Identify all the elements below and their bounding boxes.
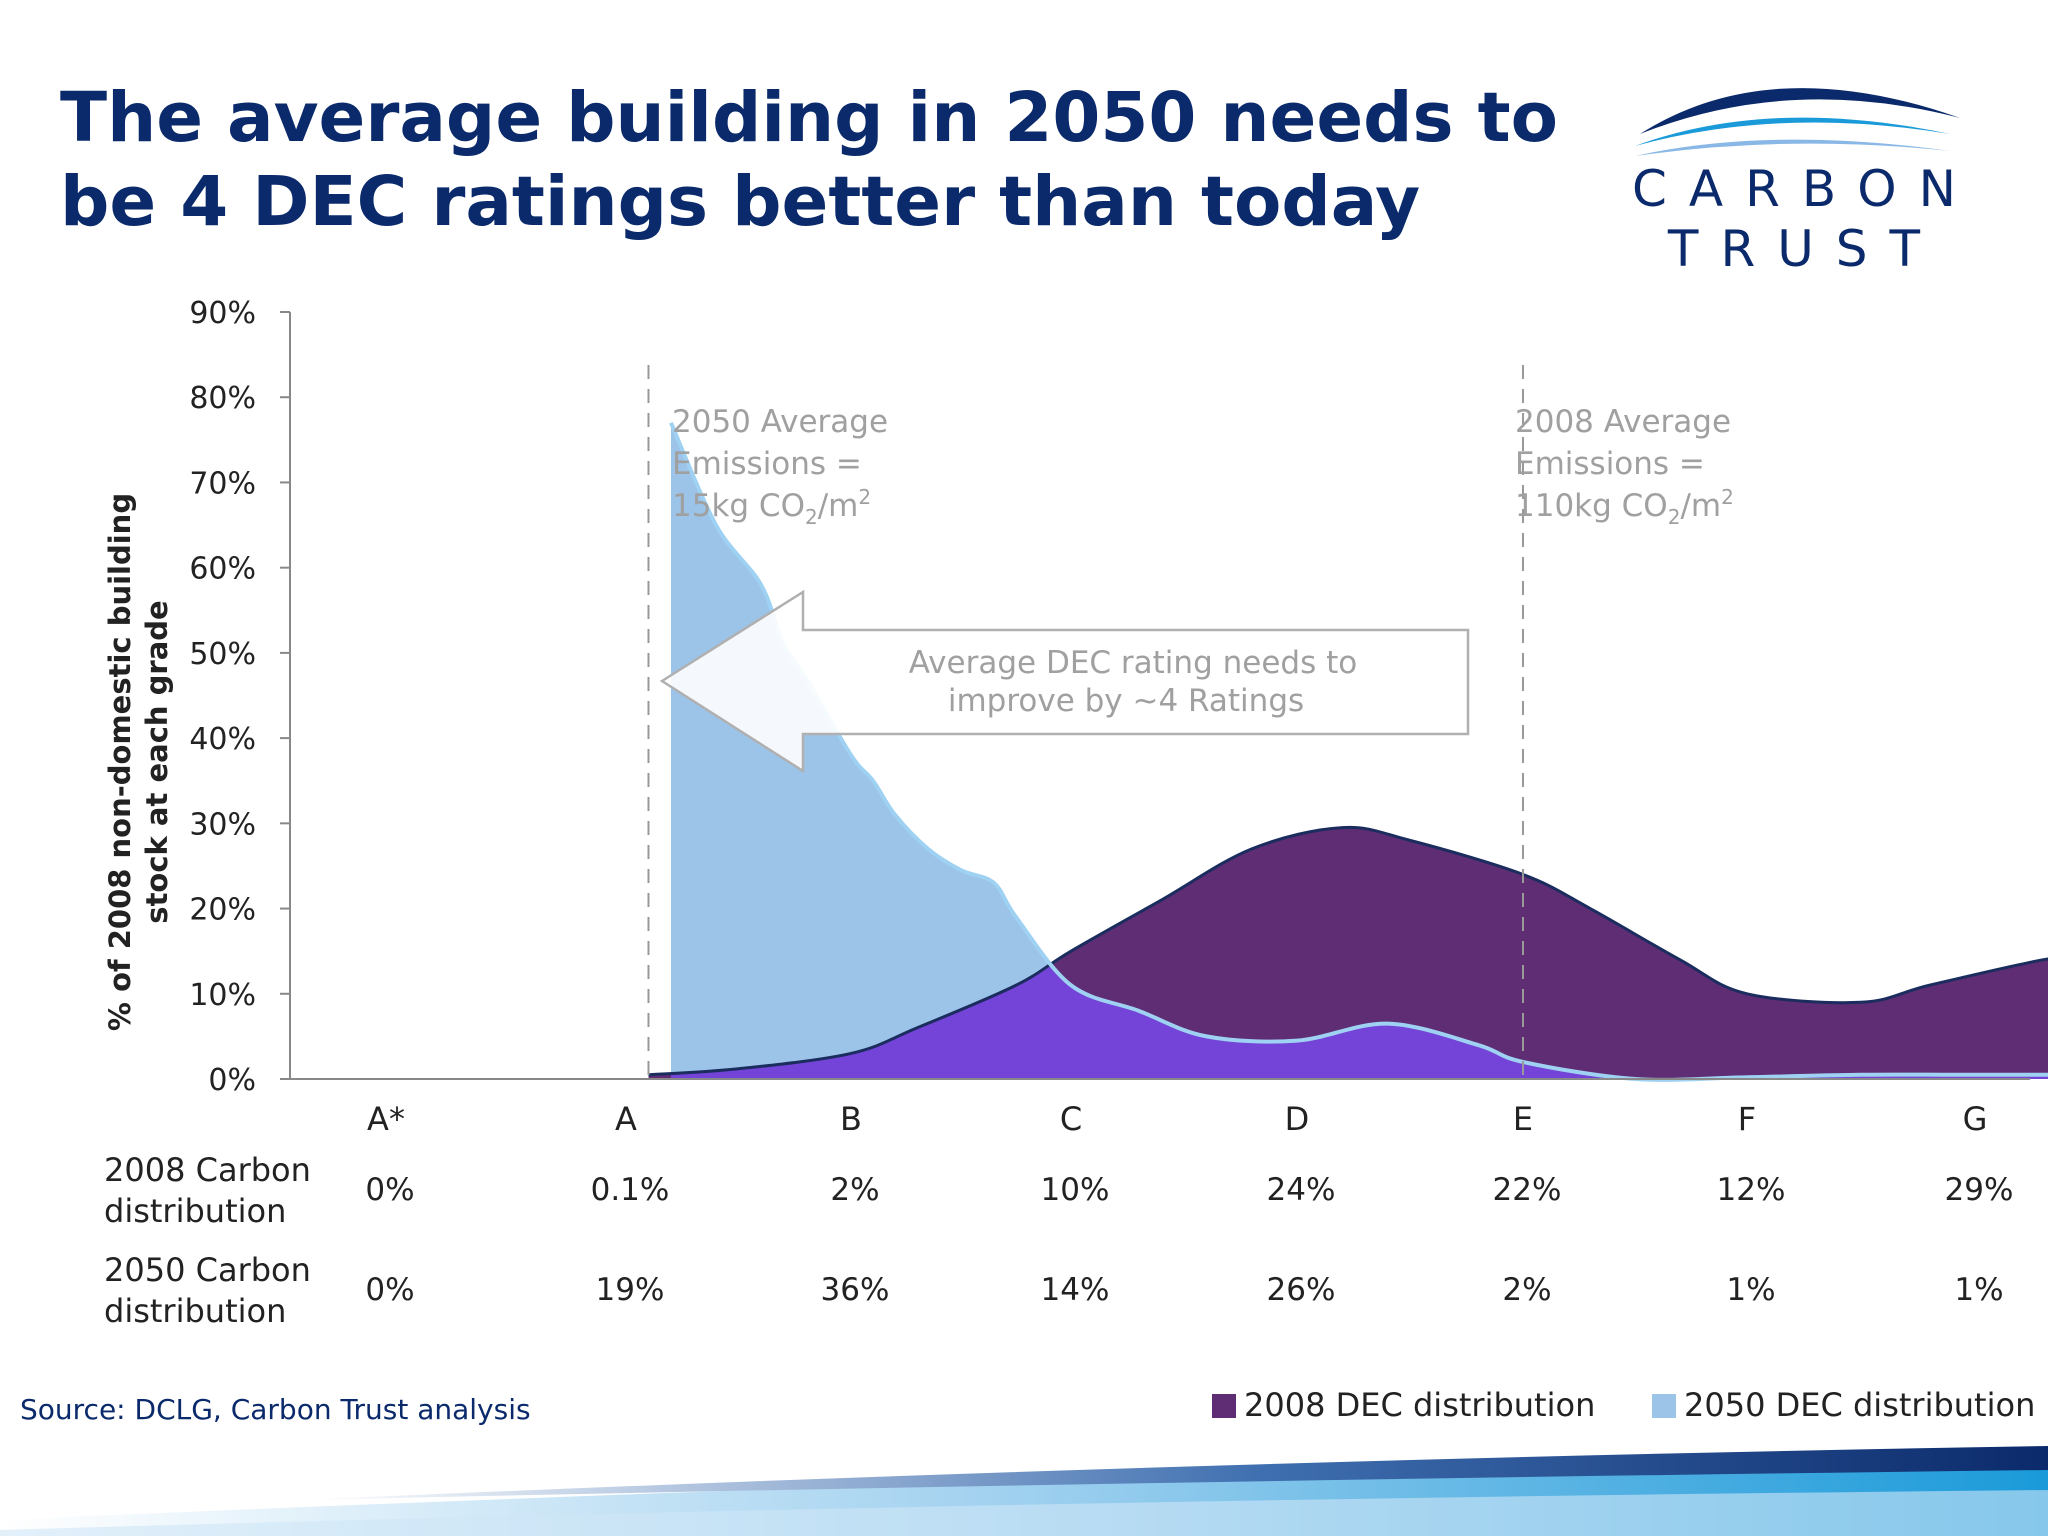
arrow-text-line2: improve by ~4 Ratings xyxy=(948,683,1304,719)
cell-2008-A*: 0% xyxy=(365,1172,415,1208)
legend-swatch-2008 xyxy=(1212,1394,1236,1418)
x-category-label: E xyxy=(1513,1100,1533,1138)
cell-2008-E: 22% xyxy=(1492,1172,1562,1208)
x-category-label: A* xyxy=(367,1100,405,1138)
footer-swoosh xyxy=(0,1446,2048,1536)
annotation-2050-average: 2050 Average Emissions = 15kg CO2/m2 xyxy=(672,404,888,529)
cell-2050-D: 26% xyxy=(1266,1272,1336,1308)
area-layer xyxy=(648,421,2048,1082)
arrow-text-line1: Average DEC rating needs to xyxy=(909,645,1357,681)
y-tick-label: 20% xyxy=(189,893,256,928)
cell-2050-E: 2% xyxy=(1502,1272,1552,1308)
y-tick-label: 0% xyxy=(208,1063,256,1098)
row-label-2050: 2050 Carbon distribution xyxy=(104,1250,311,1332)
logo-swoosh-mid xyxy=(1635,117,1950,146)
title-line-2: be 4 DEC ratings better than today xyxy=(60,162,1421,242)
cell-2050-C: 14% xyxy=(1040,1272,1110,1308)
legend-swatch-2050 xyxy=(1652,1394,1676,1418)
y-tick-label: 50% xyxy=(189,637,256,672)
svg-text:15kg CO2/m2: 15kg CO2/m2 xyxy=(672,485,871,529)
y-axis-title-line2: stock at each grade xyxy=(140,600,174,923)
x-category-label: G xyxy=(1963,1100,1988,1138)
annotation-2008-average: 2008 Average Emissions = 110kg CO2/m2 xyxy=(1515,404,1734,529)
logo-swoosh-dark xyxy=(1640,88,1960,134)
cell-2008-D: 24% xyxy=(1266,1172,1336,1208)
annotation-2050-line2: Emissions = xyxy=(672,446,862,482)
x-category-label: F xyxy=(1738,1100,1756,1138)
annotation-2008-line2: Emissions = xyxy=(1515,446,1705,482)
x-category-label: B xyxy=(840,1100,862,1138)
x-category-label: A xyxy=(615,1100,637,1138)
arrow-shape xyxy=(659,589,1470,774)
logo-text-line1: CARBON xyxy=(1632,160,1978,218)
y-tick-labels: 0% 10% 20% 30% 40% 50% 60% 70% 80% 90% xyxy=(189,296,256,1098)
annotation-2008-line3a: 110kg CO xyxy=(1515,488,1668,524)
legend-item-2008: 2008 DEC distribution xyxy=(1212,1386,1595,1424)
y-tick-label: 90% xyxy=(189,296,256,331)
y-axis-title: % of 2008 non-domestic building stock at… xyxy=(103,493,174,1031)
legend-label-2050: 2050 DEC distribution xyxy=(1684,1386,2036,1424)
cell-2050-B: 36% xyxy=(820,1272,890,1308)
x-category-label: D xyxy=(1285,1100,1310,1138)
logo-swoosh-light xyxy=(1635,139,1950,156)
y-tick-label: 80% xyxy=(189,381,256,416)
annotation-2008-line1: 2008 Average xyxy=(1515,404,1731,440)
row-label-2008: 2008 Carbon distribution xyxy=(104,1150,311,1232)
slide-title: The average building in 2050 needs to be… xyxy=(60,76,1620,244)
legend-label-2008: 2008 DEC distribution xyxy=(1244,1386,1596,1424)
svg-text:110kg CO2/m2: 110kg CO2/m2 xyxy=(1515,485,1734,529)
x-category-label: C xyxy=(1060,1100,1082,1138)
logo-text-line2: TRUST xyxy=(1667,220,1942,278)
cell-2008-C: 10% xyxy=(1040,1172,1110,1208)
annotation-2050-sub: 2 xyxy=(805,505,818,529)
source-note: Source: DCLG, Carbon Trust analysis xyxy=(20,1393,531,1426)
area-2050-dec-distribution xyxy=(671,422,2048,1080)
legend-item-2050: 2050 DEC distribution xyxy=(1652,1386,2035,1424)
improvement-arrow: Average DEC rating needs to improve by ~… xyxy=(659,589,1470,774)
line-2008-dec-distribution xyxy=(648,825,2048,1077)
cell-2008-G: 29% xyxy=(1944,1172,2014,1208)
row-label-2008-line1: 2008 Carbon xyxy=(104,1151,311,1189)
x-tick-labels: A* A B C D E F G xyxy=(367,1100,1987,1138)
cell-2008-A: 0.1% xyxy=(590,1172,670,1208)
annotation-2050-line1: 2050 Average xyxy=(672,404,888,440)
annotation-2050-line3a: 15kg CO xyxy=(672,488,805,524)
annotation-2050-line3b: /m xyxy=(818,488,859,524)
y-tick-label: 70% xyxy=(189,466,256,501)
y-axis-title-line1: % of 2008 non-domestic building xyxy=(103,493,137,1031)
annotation-2050-sup: 2 xyxy=(858,485,871,509)
annotation-2008-sup: 2 xyxy=(1721,485,1734,509)
annotation-2008-sub: 2 xyxy=(1668,505,1681,529)
row-label-2050-line2: distribution xyxy=(104,1292,287,1330)
y-tick-label: 10% xyxy=(189,978,256,1013)
dec-distribution-chart: 0%10%20%30%40%50%60%70%80%90% A* A B C D E F G … xyxy=(103,296,2048,1138)
cell-2008-F: 12% xyxy=(1716,1172,1786,1208)
y-tick-label: 40% xyxy=(189,722,256,757)
cell-2050-G: 1% xyxy=(1954,1272,2004,1308)
cell-2050-A: 19% xyxy=(595,1272,665,1308)
annotation-2008-line3b: /m xyxy=(1680,488,1721,524)
title-line-1: The average building in 2050 needs to xyxy=(60,78,1558,158)
cell-2050-F: 1% xyxy=(1726,1272,1776,1308)
y-tick-label: 60% xyxy=(189,552,256,587)
row-label-2050-line1: 2050 Carbon xyxy=(104,1251,311,1289)
row-label-2008-line2: distribution xyxy=(104,1192,287,1230)
carbon-trust-logo: CARBON TRUST xyxy=(1632,88,1978,278)
y-tick-label: 30% xyxy=(189,807,256,842)
axes-layer xyxy=(280,311,2030,1080)
cell-2050-A*: 0% xyxy=(365,1272,415,1308)
cell-2008-B: 2% xyxy=(830,1172,880,1208)
